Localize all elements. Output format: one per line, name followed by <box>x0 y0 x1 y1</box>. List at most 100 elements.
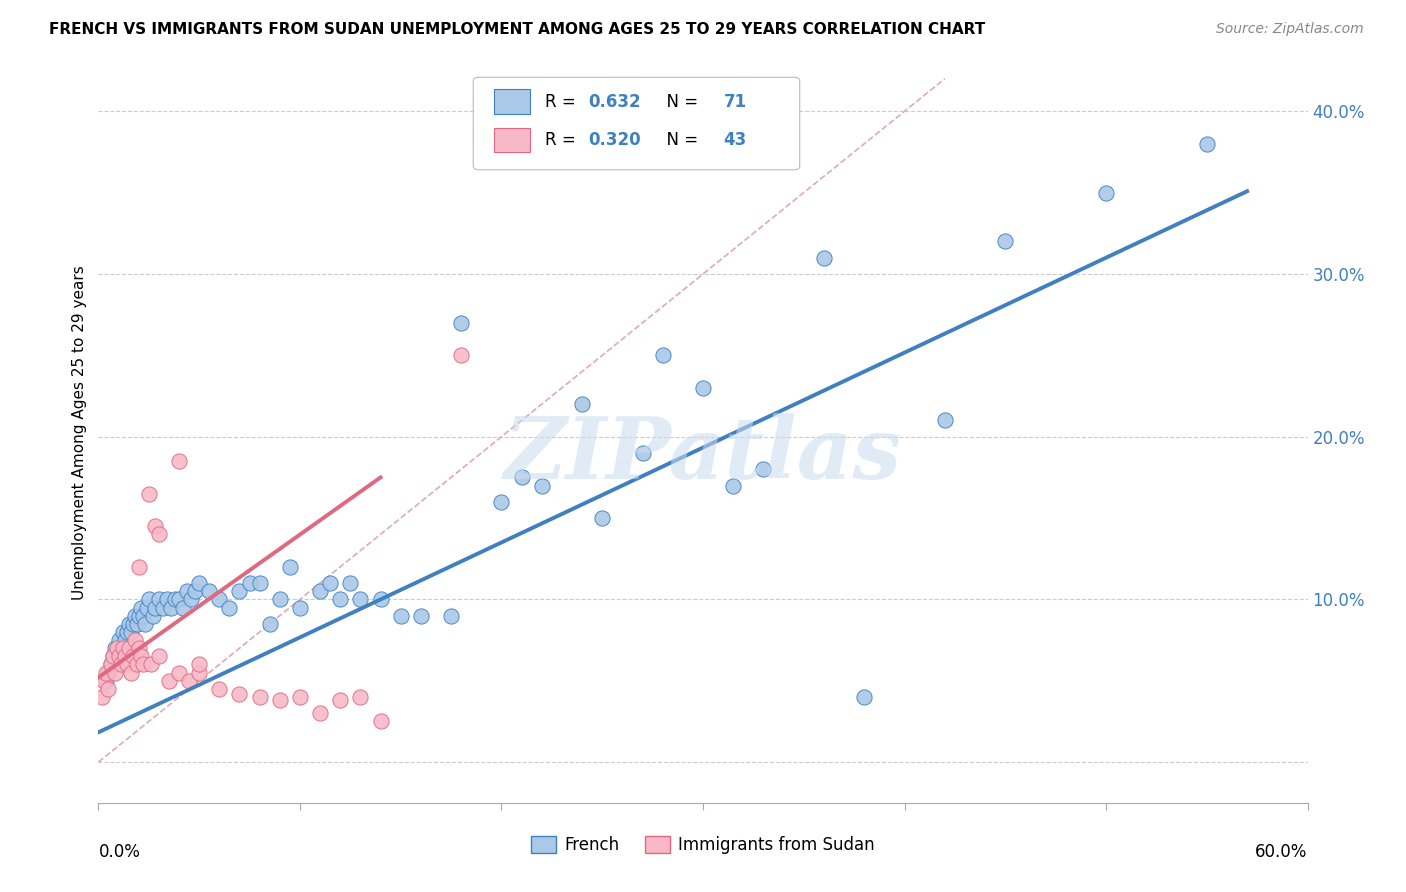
Point <box>288 600 311 615</box>
Point <box>530 478 553 492</box>
Point <box>269 693 291 707</box>
FancyBboxPatch shape <box>474 78 800 169</box>
Point <box>128 608 150 623</box>
Point <box>349 690 371 704</box>
Point <box>249 690 271 704</box>
Text: FRENCH VS IMMIGRANTS FROM SUDAN UNEMPLOYMENT AMONG AGES 25 TO 29 YEARS CORRELATI: FRENCH VS IMMIGRANTS FROM SUDAN UNEMPLOY… <box>49 22 986 37</box>
Point <box>114 633 136 648</box>
Point <box>218 600 240 615</box>
Point <box>853 690 876 704</box>
Text: 0.0%: 0.0% <box>98 844 141 862</box>
Point <box>813 251 835 265</box>
Point <box>510 470 533 484</box>
Point <box>329 693 352 707</box>
Point <box>105 657 128 672</box>
Point <box>208 592 231 607</box>
Point <box>440 608 463 623</box>
Point <box>96 673 118 688</box>
Point <box>259 616 281 631</box>
Point <box>135 600 157 615</box>
Point <box>125 657 148 672</box>
Text: 60.0%: 60.0% <box>1256 844 1308 862</box>
Point <box>450 316 472 330</box>
Point <box>631 446 654 460</box>
Point <box>114 649 136 664</box>
Point <box>994 235 1017 249</box>
Text: N =: N = <box>655 131 703 149</box>
Point <box>651 348 673 362</box>
Point <box>188 657 211 672</box>
Bar <box>494 89 530 114</box>
Text: 0.632: 0.632 <box>588 93 641 111</box>
Point <box>139 657 162 672</box>
Point <box>111 624 134 639</box>
Point <box>309 706 332 721</box>
Point <box>157 673 180 688</box>
Point <box>319 576 342 591</box>
Point <box>389 608 412 623</box>
Point <box>120 665 142 680</box>
Point <box>110 657 132 672</box>
Point <box>184 584 207 599</box>
Point <box>132 608 155 623</box>
Text: 0.320: 0.320 <box>588 131 641 149</box>
Point <box>152 600 174 615</box>
Text: N =: N = <box>655 93 703 111</box>
Point <box>142 608 165 623</box>
Point <box>198 584 221 599</box>
Point <box>172 600 194 615</box>
Point <box>120 624 142 639</box>
Point <box>188 665 211 680</box>
Point <box>121 616 143 631</box>
Point <box>228 687 250 701</box>
Point <box>692 381 714 395</box>
Point <box>1195 136 1218 151</box>
Point <box>118 616 141 631</box>
Point <box>228 584 250 599</box>
Point <box>100 657 122 672</box>
Point <box>148 527 170 541</box>
Point <box>1095 186 1118 200</box>
Point <box>370 592 392 607</box>
Point <box>179 673 201 688</box>
Point <box>97 665 120 680</box>
Point <box>188 576 211 591</box>
Point <box>288 690 311 704</box>
Bar <box>494 128 530 153</box>
Point <box>129 600 152 615</box>
Text: R =: R = <box>544 131 581 149</box>
Point <box>278 559 301 574</box>
Point <box>128 641 150 656</box>
Point <box>96 665 118 680</box>
Point <box>249 576 271 591</box>
Point <box>491 495 513 509</box>
Point <box>339 576 361 591</box>
Point <box>132 657 155 672</box>
Text: Source: ZipAtlas.com: Source: ZipAtlas.com <box>1216 22 1364 37</box>
Point <box>309 584 332 599</box>
Point <box>138 486 160 500</box>
Point <box>349 592 371 607</box>
Text: ZIPatlas: ZIPatlas <box>503 413 903 497</box>
Y-axis label: Unemployment Among Ages 25 to 29 years: Unemployment Among Ages 25 to 29 years <box>72 265 87 600</box>
Point <box>370 714 392 729</box>
Point <box>111 641 134 656</box>
Point <box>129 649 152 664</box>
Point <box>134 616 156 631</box>
Point <box>124 608 146 623</box>
Point <box>239 576 262 591</box>
Point <box>105 641 128 656</box>
Point <box>107 633 129 648</box>
Point <box>138 592 160 607</box>
Point <box>571 397 593 411</box>
Point <box>115 624 138 639</box>
Point <box>125 616 148 631</box>
Point <box>121 649 143 664</box>
Point <box>101 649 124 664</box>
Point <box>591 511 613 525</box>
Point <box>107 649 129 664</box>
Point <box>115 657 138 672</box>
Point <box>100 657 122 672</box>
Point <box>128 559 150 574</box>
Point <box>143 600 166 615</box>
